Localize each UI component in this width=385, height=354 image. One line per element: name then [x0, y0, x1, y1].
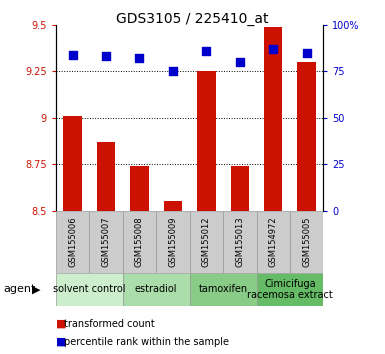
- Text: transformed count: transformed count: [64, 319, 154, 329]
- Text: ▶: ▶: [32, 284, 41, 295]
- Point: [304, 50, 310, 56]
- Text: GSM155005: GSM155005: [302, 216, 311, 267]
- Text: ■: ■: [56, 319, 70, 329]
- Bar: [223, 211, 256, 273]
- Text: Cimicifuga
racemosa extract: Cimicifuga racemosa extract: [247, 279, 333, 300]
- Bar: [189, 273, 256, 306]
- Text: GDS3105 / 225410_at: GDS3105 / 225410_at: [116, 12, 269, 27]
- Text: GSM155013: GSM155013: [235, 216, 244, 267]
- Point: [103, 53, 109, 59]
- Bar: [97, 142, 115, 211]
- Bar: [189, 211, 223, 273]
- Point: [136, 55, 142, 61]
- Point: [170, 68, 176, 74]
- Text: estradiol: estradiol: [135, 284, 177, 295]
- Text: percentile rank within the sample: percentile rank within the sample: [64, 337, 229, 347]
- Bar: [231, 166, 249, 211]
- Bar: [123, 273, 189, 306]
- Text: GSM155012: GSM155012: [202, 216, 211, 267]
- Bar: [64, 116, 82, 211]
- Bar: [164, 201, 182, 211]
- Bar: [264, 27, 283, 211]
- Text: solvent control: solvent control: [53, 284, 126, 295]
- Point: [69, 52, 75, 57]
- Bar: [130, 166, 149, 211]
- Bar: [123, 211, 156, 273]
- Text: agent: agent: [4, 284, 36, 295]
- Text: tamoxifen: tamoxifen: [199, 284, 248, 295]
- Bar: [89, 211, 123, 273]
- Bar: [256, 211, 290, 273]
- Bar: [298, 62, 316, 211]
- Bar: [156, 211, 189, 273]
- Text: GSM155009: GSM155009: [168, 216, 177, 267]
- Text: GSM154972: GSM154972: [269, 216, 278, 267]
- Point: [270, 46, 276, 52]
- Bar: [197, 71, 216, 211]
- Bar: [56, 273, 123, 306]
- Point: [237, 59, 243, 65]
- Text: ■: ■: [56, 337, 70, 347]
- Text: GSM155008: GSM155008: [135, 216, 144, 267]
- Point: [203, 48, 209, 53]
- Text: GSM155006: GSM155006: [68, 216, 77, 267]
- Text: GSM155007: GSM155007: [102, 216, 110, 267]
- Bar: [256, 273, 323, 306]
- Bar: [56, 211, 89, 273]
- Bar: [290, 211, 323, 273]
